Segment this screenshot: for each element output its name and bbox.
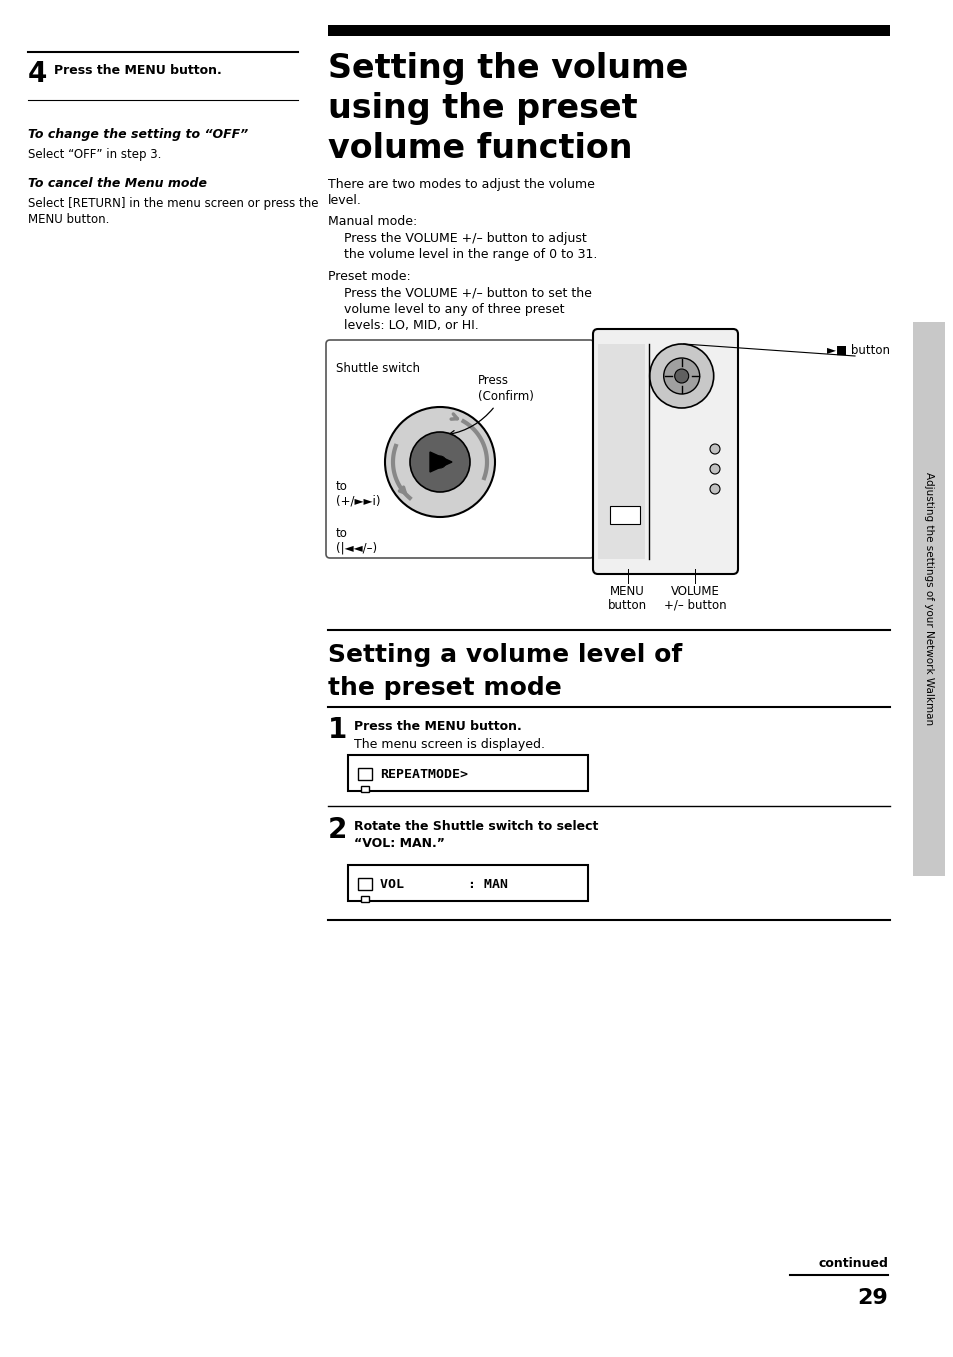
FancyBboxPatch shape [326,341,594,558]
Bar [360,786,369,792]
Text: Manual mode:: Manual mode: [328,214,416,228]
Text: MENU: MENU [610,585,644,598]
Text: the preset mode: the preset mode [328,676,561,700]
Text: volume function: volume function [328,132,632,166]
Text: ►■ button: ►■ button [826,345,889,357]
Text: Select [RETURN] in the menu screen or press the: Select [RETURN] in the menu screen or pr… [28,197,318,210]
Circle shape [674,369,688,383]
FancyBboxPatch shape [593,328,738,574]
Text: Press the MENU button.: Press the MENU button. [54,64,221,77]
Text: Press the VOLUME +/– button to set the: Press the VOLUME +/– button to set the [328,286,591,300]
Circle shape [709,464,720,474]
Text: REPEATMODE>: REPEATMODE> [379,768,468,782]
Bar [328,24,889,37]
Text: Press the VOLUME +/– button to adjust: Press the VOLUME +/– button to adjust [328,232,586,246]
Text: the volume level in the range of 0 to 31.: the volume level in the range of 0 to 31… [328,248,597,261]
Circle shape [709,444,720,455]
Bar [912,322,944,877]
Text: Adjusting the settings of your Network Walkman: Adjusting the settings of your Network W… [923,472,933,726]
Text: The menu screen is displayed.: The menu screen is displayed. [354,738,544,750]
Text: VOLUME: VOLUME [670,585,719,598]
Text: 4: 4 [28,60,48,88]
Bar [598,345,644,559]
Bar [357,878,372,890]
Text: “VOL: MAN.”: “VOL: MAN.” [354,837,444,849]
Circle shape [709,484,720,494]
Text: Press: Press [477,375,509,387]
Text: (+/►►i): (+/►►i) [335,495,380,508]
Circle shape [649,345,713,408]
Text: to: to [335,527,348,540]
Text: Press the MENU button.: Press the MENU button. [354,721,521,733]
Text: (|◄◄/–): (|◄◄/–) [335,541,376,555]
Text: There are two modes to adjust the volume: There are two modes to adjust the volume [328,178,595,191]
Bar [348,754,587,791]
Circle shape [410,432,470,493]
Polygon shape [430,452,452,472]
Text: 1: 1 [328,716,347,744]
Bar [348,864,587,901]
Circle shape [663,358,699,394]
Text: continued: continued [818,1257,887,1270]
Text: levels: LO, MID, or HI.: levels: LO, MID, or HI. [328,319,478,332]
Bar [357,768,372,780]
Text: VOL        : MAN: VOL : MAN [379,878,507,892]
Text: button: button [607,598,646,612]
Text: Preset mode:: Preset mode: [328,270,411,284]
Text: Shuttle switch: Shuttle switch [335,362,419,375]
Text: +/– button: +/– button [663,598,726,612]
Text: Setting a volume level of: Setting a volume level of [328,643,681,668]
Text: volume level to any of three preset: volume level to any of three preset [328,303,564,316]
Text: MENU button.: MENU button. [28,213,110,227]
Text: (Confirm): (Confirm) [477,389,534,403]
Text: To change the setting to “OFF”: To change the setting to “OFF” [28,128,248,141]
Text: 2: 2 [328,816,347,844]
Circle shape [434,456,446,468]
Text: To cancel the Menu mode: To cancel the Menu mode [28,176,207,190]
Text: using the preset: using the preset [328,92,637,125]
Text: Rotate the Shuttle switch to select: Rotate the Shuttle switch to select [354,820,598,833]
Circle shape [385,407,495,517]
Bar [360,896,369,902]
Text: 29: 29 [857,1288,887,1308]
Text: Select “OFF” in step 3.: Select “OFF” in step 3. [28,148,161,161]
Text: level.: level. [328,194,361,208]
Text: to: to [335,480,348,493]
Text: Setting the volume: Setting the volume [328,52,688,85]
Bar [609,506,639,524]
